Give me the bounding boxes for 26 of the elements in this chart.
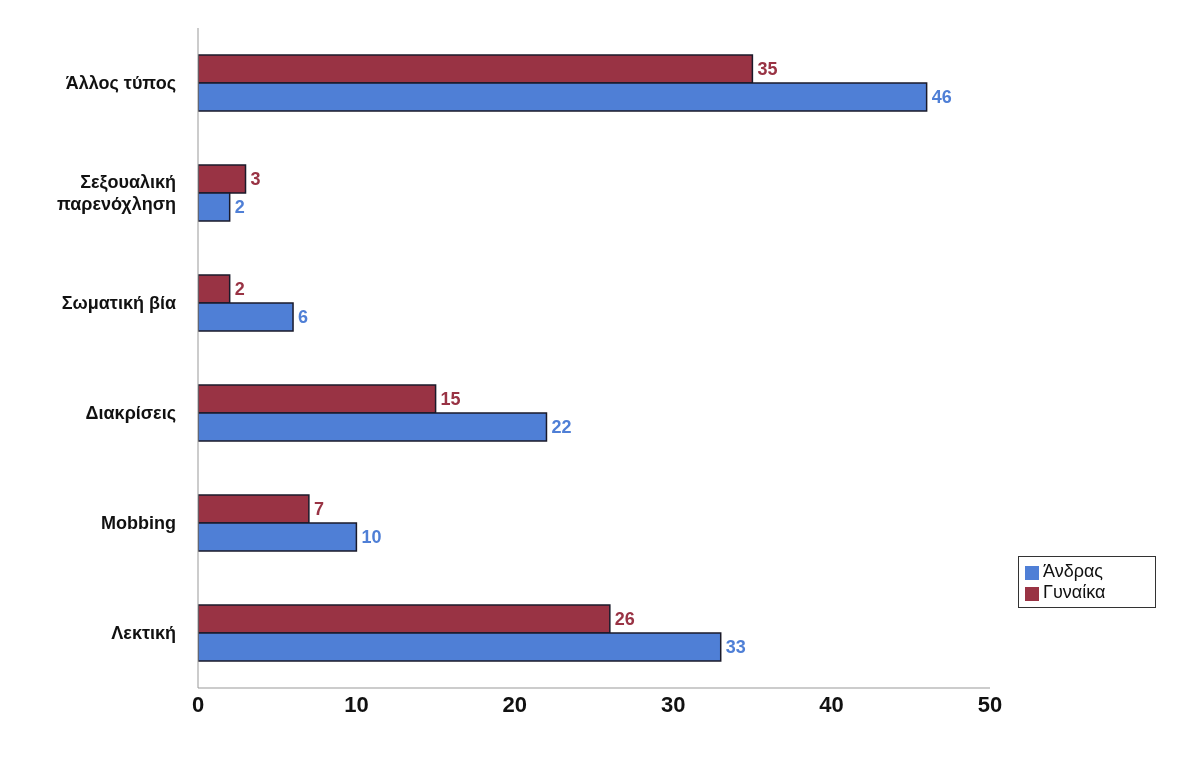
y-tick-label: Mobbing (101, 513, 176, 533)
y-tick-label: Σωματική βία (61, 293, 176, 313)
y-tick-label: Σεξουαλική παρενόχληση (56, 172, 176, 214)
x-tick-label: 40 (819, 691, 844, 717)
legend-label: Γυναίκα (1043, 582, 1106, 602)
x-tick-label: 20 (502, 691, 528, 717)
data-label: 2 (234, 197, 245, 218)
x-tick-label: 30 (660, 691, 686, 717)
data-label: 2 (234, 279, 245, 300)
data-label: 22 (551, 417, 572, 438)
y-tick-label: Άλλος τύπος (65, 73, 176, 93)
x-tick-label: 50 (977, 691, 1003, 717)
data-label: 26 (614, 609, 635, 630)
y-tick-label: Λεκτική (111, 623, 176, 643)
x-tick-label: 0 (191, 691, 205, 717)
data-label: 3 (250, 169, 261, 190)
data-label: 35 (757, 59, 778, 80)
y-tick-label: Διακρίσεις (85, 403, 176, 423)
data-label: 46 (931, 87, 952, 108)
x-tick-label: 10 (344, 691, 369, 717)
legend-label: Άνδρας (1043, 561, 1104, 581)
data-label: 7 (313, 499, 324, 520)
data-label: 6 (298, 307, 309, 328)
data-label: 33 (725, 637, 746, 658)
data-label: 10 (361, 527, 382, 548)
data-label: 15 (440, 389, 461, 410)
